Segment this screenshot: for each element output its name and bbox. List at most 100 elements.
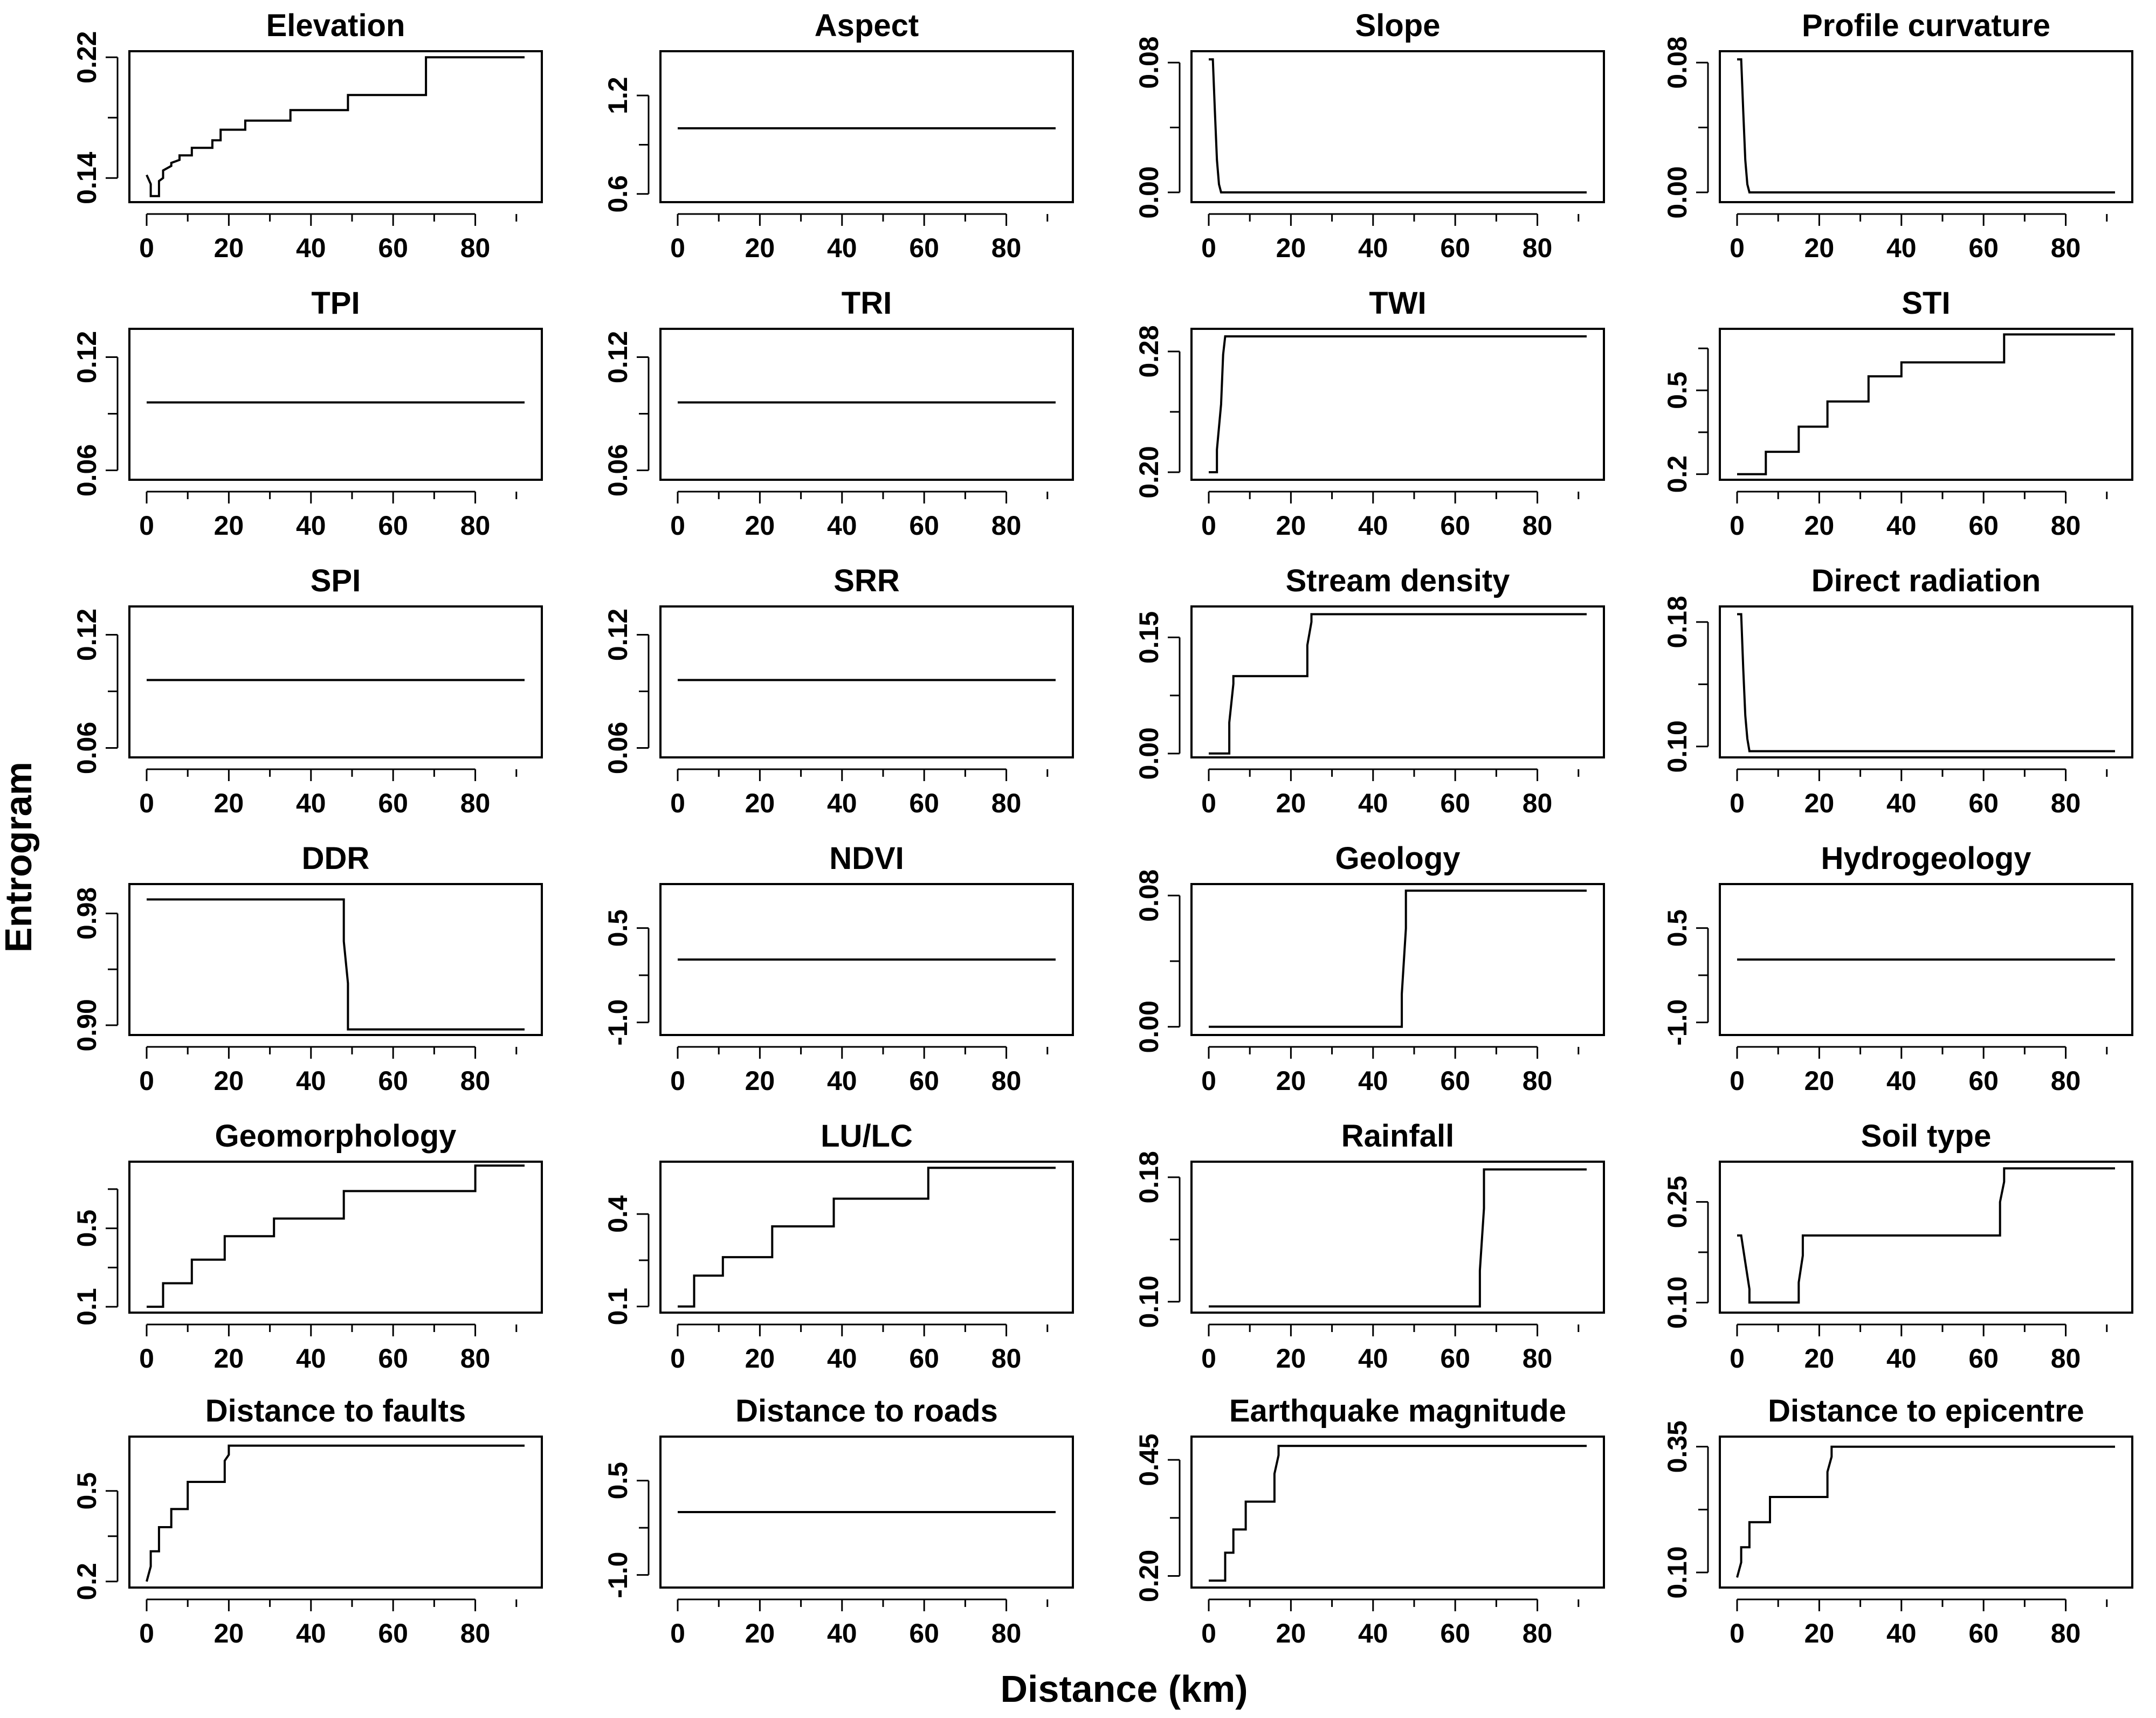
y-tick-label: 0.28 bbox=[1134, 325, 1164, 377]
series-line-earthquake-magnitude bbox=[1209, 1445, 1587, 1582]
x-tick-label: 40 bbox=[827, 1066, 857, 1096]
y-tick-label: 0.18 bbox=[1134, 1151, 1164, 1203]
plot-frame bbox=[659, 1436, 1074, 1589]
x-tick-label: 40 bbox=[296, 1066, 326, 1096]
x-tick-label: 0 bbox=[1201, 1066, 1216, 1096]
y-tick-label: 0.35 bbox=[1662, 1420, 1692, 1473]
x-tick-label: 60 bbox=[1968, 1066, 1999, 1096]
x-tick-label: 0 bbox=[1201, 510, 1216, 541]
panel-direct-radiation: Direct radiation 0 20 40 60 80 0.10 0.18 bbox=[1662, 563, 2133, 818]
y-tick-label: 0.4 bbox=[603, 1195, 633, 1233]
x-tick-label: 80 bbox=[460, 1343, 491, 1374]
x-tick-label: 0 bbox=[670, 510, 685, 541]
x-tick-label: 60 bbox=[1440, 510, 1470, 541]
x-tick-label: 80 bbox=[991, 788, 1022, 818]
x-tick-label: 0 bbox=[670, 233, 685, 263]
y-tick-label: 0.08 bbox=[1662, 36, 1692, 88]
x-tick-label: 0 bbox=[1730, 1066, 1745, 1096]
series-line-slope bbox=[1209, 58, 1587, 194]
plot-frame bbox=[659, 605, 1074, 758]
y-tick-label: 0.18 bbox=[1662, 596, 1692, 648]
x-tick-label: 60 bbox=[909, 1618, 939, 1648]
x-tick-label: 20 bbox=[745, 1343, 775, 1374]
x-tick-label: 40 bbox=[1886, 233, 1917, 263]
plot-frame bbox=[1719, 1161, 2133, 1314]
y-tick-label: 0.10 bbox=[1662, 720, 1692, 772]
x-tick-label: 0 bbox=[139, 788, 154, 818]
x-tick-label: 20 bbox=[1276, 1343, 1306, 1374]
x-tick-label: 60 bbox=[378, 510, 408, 541]
y-tick-label: 0.20 bbox=[1134, 1550, 1164, 1602]
x-tick-label: 80 bbox=[460, 510, 491, 541]
y-tick-label: 0.06 bbox=[72, 444, 102, 496]
plot-frame bbox=[1190, 883, 1605, 1036]
x-tick-label: 40 bbox=[1886, 1066, 1917, 1096]
x-tick-label: 20 bbox=[1276, 1066, 1306, 1096]
y-tick-label: 0.25 bbox=[1662, 1176, 1692, 1228]
y-tick-label: 0.06 bbox=[603, 722, 633, 774]
panel-tri: TRI 0 20 40 60 80 0.06 0.12 bbox=[603, 286, 1074, 541]
x-tick-label: 80 bbox=[1523, 510, 1553, 541]
panel-title: Elevation bbox=[266, 8, 405, 43]
x-tick-label: 60 bbox=[909, 510, 939, 541]
x-tick-label: 60 bbox=[378, 233, 408, 263]
plot-frame bbox=[1719, 605, 2133, 758]
x-tick-label: 20 bbox=[214, 788, 244, 818]
x-tick-label: 60 bbox=[378, 788, 408, 818]
x-tick-label: 0 bbox=[139, 1618, 154, 1648]
plot-frame bbox=[128, 328, 543, 481]
y-tick-label: 0.14 bbox=[72, 151, 102, 204]
y-tick-label: 0.12 bbox=[603, 331, 633, 383]
y-tick-label: -1.0 bbox=[603, 1552, 633, 1598]
plot-frame bbox=[1719, 328, 2133, 481]
x-tick-label: 0 bbox=[1201, 1618, 1216, 1648]
panel-distance-to-roads: Distance to roads 0 20 40 60 80 -1.0 0.5 bbox=[603, 1393, 1074, 1648]
panel-title: TWI bbox=[1369, 286, 1426, 321]
x-tick-label: 60 bbox=[909, 788, 939, 818]
panel-title: Aspect bbox=[815, 8, 919, 43]
x-tick-label: 80 bbox=[1523, 233, 1553, 263]
x-tick-label: 40 bbox=[296, 1343, 326, 1374]
x-tick-label: 80 bbox=[2051, 233, 2081, 263]
x-tick-label: 80 bbox=[991, 233, 1022, 263]
y-tick-label: 0.5 bbox=[72, 1210, 102, 1247]
series-line-distance-to-faults bbox=[146, 1444, 525, 1582]
y-tick-label: 0.5 bbox=[1662, 909, 1692, 947]
x-tick-label: 40 bbox=[296, 510, 326, 541]
x-tick-label: 60 bbox=[378, 1618, 408, 1648]
x-tick-label: 0 bbox=[1201, 1343, 1216, 1374]
x-tick-label: 20 bbox=[214, 510, 244, 541]
panel-spi: SPI 0 20 40 60 80 0.06 0.12 bbox=[72, 563, 543, 818]
x-tick-label: 80 bbox=[991, 1066, 1022, 1096]
x-tick-label: 0 bbox=[1730, 1618, 1745, 1648]
series-line-rainfall bbox=[1209, 1168, 1587, 1308]
x-tick-label: 40 bbox=[1358, 788, 1388, 818]
series-line-twi bbox=[1209, 335, 1587, 473]
x-tick-label: 60 bbox=[378, 1343, 408, 1374]
panel-title: Rainfall bbox=[1341, 1119, 1455, 1154]
x-tick-label: 0 bbox=[670, 1343, 685, 1374]
x-tick-label: 0 bbox=[670, 788, 685, 818]
panel-rainfall: Rainfall 0 20 40 60 80 0.10 0.18 bbox=[1134, 1119, 1605, 1374]
series-line-elevation bbox=[146, 56, 525, 197]
x-tick-label: 40 bbox=[1358, 1343, 1388, 1374]
x-tick-label: 40 bbox=[1886, 788, 1917, 818]
panel-title: Profile curvature bbox=[1802, 8, 2050, 43]
x-tick-label: 80 bbox=[1523, 1343, 1553, 1374]
panel-title: Geomorphology bbox=[215, 1119, 457, 1154]
x-tick-label: 80 bbox=[460, 233, 491, 263]
panel-title: Slope bbox=[1355, 8, 1441, 43]
panel-title: NDVI bbox=[829, 841, 904, 876]
x-tick-label: 40 bbox=[1886, 1343, 1917, 1374]
x-tick-label: 40 bbox=[827, 1343, 857, 1374]
panel-geomorphology: Geomorphology 0 20 40 60 80 0.1 0.5 bbox=[72, 1119, 543, 1374]
x-tick-label: 40 bbox=[296, 1618, 326, 1648]
y-tick-label: 0.22 bbox=[72, 31, 102, 84]
series-line-profile-curvature bbox=[1737, 58, 2115, 194]
x-tick-label: 20 bbox=[1276, 510, 1306, 541]
y-tick-label: 0.10 bbox=[1662, 1546, 1692, 1598]
panel-title: Distance to epicentre bbox=[1768, 1393, 2084, 1429]
plot-frame bbox=[1190, 1436, 1605, 1589]
plot-frame bbox=[659, 328, 1074, 481]
global-x-axis-label: Distance (km) bbox=[1000, 1668, 1248, 1710]
